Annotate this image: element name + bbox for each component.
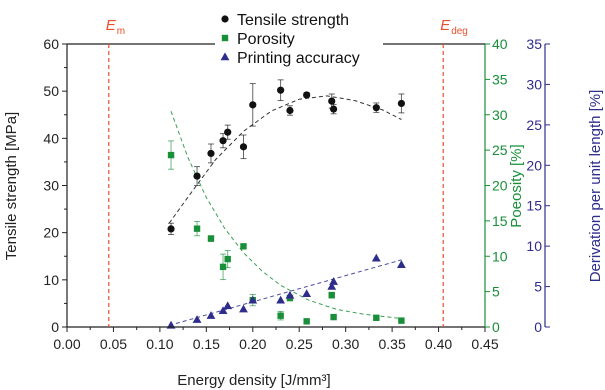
data-point-printing-accuracy — [371, 253, 381, 262]
y-axis-label-right-deviation: Derivation per unit length [%] — [587, 90, 604, 283]
data-point-porosity — [303, 318, 310, 325]
reference-label-deg: E — [440, 17, 451, 34]
trend-line-porosity — [170, 111, 402, 319]
data-point-printing-accuracy — [192, 315, 202, 323]
y-right-porosity-tick-label: 0 — [492, 319, 500, 335]
y-right-deviation-tick-label: 35 — [526, 36, 542, 52]
data-point-tensile-strength — [372, 104, 380, 112]
y-right-deviation-tick-label: 0 — [534, 319, 542, 335]
data-point-tensile-strength — [219, 137, 227, 145]
y-right-porosity-tick-label: 5 — [492, 284, 500, 300]
y-left-tick-label: 30 — [43, 178, 59, 194]
trend-line-printing-accuracy — [169, 259, 402, 326]
data-point-printing-accuracy — [397, 260, 406, 268]
y-right-deviation-tick-label: 15 — [526, 198, 542, 214]
data-point-printing-accuracy — [248, 295, 258, 304]
data-point-tensile-strength — [397, 99, 405, 108]
data-point-tensile-strength — [303, 91, 311, 99]
data-point-tensile-strength — [224, 128, 232, 136]
x-tick-label: 0.40 — [425, 336, 452, 352]
y-left-tick-label: 50 — [43, 83, 59, 99]
data-point-printing-accuracy — [218, 306, 228, 315]
data-point-printing-accuracy — [276, 295, 286, 304]
data-point-printing-accuracy — [302, 289, 312, 298]
y-right-deviation-tick-label: 20 — [526, 157, 542, 173]
y-left-tick-label: 20 — [43, 225, 59, 241]
y-right-deviation-tick-label: 30 — [526, 76, 542, 92]
data-point-tensile-strength — [207, 149, 215, 158]
data-point-printing-accuracy — [285, 290, 295, 299]
data-point-porosity — [328, 291, 335, 299]
y-right-porosity-tick-label: 25 — [492, 142, 508, 158]
x-tick-label: 0.20 — [239, 336, 266, 352]
x-tick-label: 0.30 — [332, 336, 359, 352]
x-tick-label: 0.05 — [100, 336, 127, 352]
data-point-printing-accuracy — [327, 281, 337, 290]
y-right-porosity-tick-label: 20 — [492, 178, 508, 194]
data-point-porosity — [398, 317, 405, 324]
legend-marker-printing-accuracy — [220, 52, 230, 61]
y-right-porosity-tick-label: 40 — [492, 36, 508, 52]
legend-marker-porosity — [221, 34, 229, 42]
data-point-porosity — [330, 313, 337, 321]
legend-label-porosity: Porosity — [237, 31, 295, 48]
data-point-printing-accuracy — [206, 311, 216, 319]
y-right-deviation-tick-label: 10 — [526, 238, 542, 254]
data-point-porosity — [373, 314, 380, 322]
legend-marker-tensile-strength — [221, 15, 229, 23]
y-right-deviation-tick-label: 25 — [526, 117, 542, 133]
data-point-tensile-strength — [286, 106, 294, 115]
x-tick-label: 0.10 — [146, 336, 173, 352]
x-tick-label: 0.35 — [378, 336, 405, 352]
y-right-deviation-tick-label: 5 — [534, 279, 542, 295]
y-right-porosity-tick-label: 15 — [492, 213, 508, 229]
y-axis-label-left: Tensile strength [MPa] — [3, 112, 20, 260]
data-point-tensile-strength — [239, 143, 248, 151]
x-tick-label: 0.25 — [286, 336, 313, 352]
data-point-tensile-strength — [277, 86, 285, 94]
data-point-tensile-strength — [249, 101, 257, 109]
y-axis-label-right-porosity: Poeosity [%] — [508, 144, 525, 227]
data-point-porosity — [193, 225, 201, 232]
x-tick-label: 0.00 — [53, 336, 80, 352]
y-right-porosity-tick-label: 10 — [492, 248, 508, 264]
legend-label-printing-accuracy: Printing accuracy — [237, 50, 360, 67]
data-point-porosity — [167, 151, 175, 159]
data-point-tensile-strength — [193, 172, 201, 180]
y-right-porosity-tick-label: 35 — [492, 71, 508, 87]
data-point-printing-accuracy — [329, 277, 338, 285]
data-point-tensile-strength — [167, 225, 175, 233]
reference-label-sub-m: m — [117, 26, 125, 37]
data-point-tensile-strength — [329, 105, 338, 113]
y-left-tick-label: 0 — [51, 319, 59, 335]
data-point-tensile-strength — [328, 97, 336, 105]
legend-label-tensile-strength: Tensile strength — [237, 12, 349, 29]
x-tick-label: 0.45 — [471, 336, 498, 352]
y-right-porosity-tick-label: 30 — [492, 107, 508, 123]
y-left-tick-label: 10 — [43, 272, 59, 288]
y-left-tick-label: 60 — [43, 36, 59, 52]
data-point-porosity — [219, 263, 227, 271]
legend-background — [216, 6, 382, 68]
x-axis-label: Energy density [J/mm³] — [177, 372, 330, 389]
reference-label-m: E — [106, 17, 117, 34]
y-left-tick-label: 40 — [43, 130, 59, 146]
data-point-porosity — [240, 243, 247, 250]
reference-label-sub-deg: deg — [451, 26, 468, 37]
x-tick-label: 0.15 — [193, 336, 220, 352]
data-point-porosity — [277, 312, 284, 319]
data-point-porosity — [224, 255, 231, 263]
data-point-printing-accuracy — [239, 304, 248, 313]
trend-line-tensile-strength — [168, 95, 402, 224]
data-point-printing-accuracy — [223, 301, 233, 310]
data-point-porosity — [207, 235, 215, 242]
